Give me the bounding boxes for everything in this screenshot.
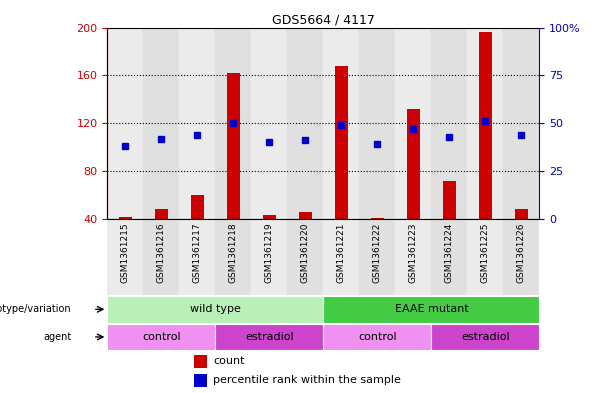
Bar bbox=[443, 181, 455, 219]
Bar bbox=[324, 28, 359, 219]
Bar bbox=[215, 324, 324, 350]
Bar bbox=[503, 219, 539, 296]
Bar bbox=[468, 28, 503, 219]
Text: percentile rank within the sample: percentile rank within the sample bbox=[213, 375, 401, 385]
Bar bbox=[395, 28, 432, 219]
Bar bbox=[395, 219, 432, 296]
Bar bbox=[324, 296, 539, 323]
Bar bbox=[432, 28, 467, 219]
Text: GSM1361218: GSM1361218 bbox=[229, 223, 238, 283]
Bar bbox=[143, 219, 180, 296]
Text: GSM1361221: GSM1361221 bbox=[337, 223, 346, 283]
Bar bbox=[503, 28, 539, 219]
Bar bbox=[119, 217, 132, 219]
Text: estradiol: estradiol bbox=[461, 332, 510, 342]
Bar bbox=[359, 219, 395, 296]
Text: genotype/variation: genotype/variation bbox=[0, 304, 71, 314]
Bar bbox=[194, 374, 207, 387]
Text: count: count bbox=[213, 356, 245, 366]
Bar bbox=[215, 219, 251, 296]
Bar bbox=[515, 209, 528, 219]
Bar bbox=[107, 219, 143, 296]
Text: GSM1361223: GSM1361223 bbox=[409, 223, 418, 283]
Bar bbox=[179, 219, 215, 296]
Bar bbox=[468, 219, 503, 296]
Text: GSM1361220: GSM1361220 bbox=[301, 223, 310, 283]
Text: GSM1361225: GSM1361225 bbox=[481, 223, 490, 283]
Bar bbox=[407, 109, 420, 219]
Bar bbox=[287, 219, 324, 296]
Bar bbox=[215, 28, 251, 219]
Bar bbox=[227, 73, 240, 219]
Text: EAAE mutant: EAAE mutant bbox=[395, 304, 468, 314]
Title: GDS5664 / 4117: GDS5664 / 4117 bbox=[272, 13, 375, 26]
Bar bbox=[359, 28, 395, 219]
Bar bbox=[143, 28, 180, 219]
Bar bbox=[287, 28, 324, 219]
Text: GSM1361224: GSM1361224 bbox=[445, 223, 454, 283]
Bar bbox=[194, 354, 207, 368]
Text: control: control bbox=[142, 332, 181, 342]
Text: GSM1361226: GSM1361226 bbox=[517, 223, 526, 283]
Bar bbox=[324, 324, 432, 350]
Bar bbox=[299, 212, 311, 219]
Bar bbox=[479, 32, 492, 219]
Text: control: control bbox=[358, 332, 397, 342]
Bar bbox=[432, 324, 539, 350]
Bar bbox=[324, 219, 359, 296]
Bar bbox=[191, 195, 204, 219]
Bar bbox=[251, 219, 287, 296]
Bar bbox=[179, 28, 215, 219]
Text: GSM1361215: GSM1361215 bbox=[121, 223, 130, 283]
Bar bbox=[251, 28, 287, 219]
Bar bbox=[263, 215, 276, 219]
Text: wild type: wild type bbox=[190, 304, 241, 314]
Text: agent: agent bbox=[43, 332, 71, 342]
Text: estradiol: estradiol bbox=[245, 332, 294, 342]
Text: GSM1361219: GSM1361219 bbox=[265, 223, 274, 283]
Bar bbox=[335, 66, 348, 219]
Text: GSM1361216: GSM1361216 bbox=[157, 223, 166, 283]
Bar bbox=[107, 296, 324, 323]
Text: GSM1361222: GSM1361222 bbox=[373, 223, 382, 283]
Bar bbox=[107, 28, 143, 219]
Text: GSM1361217: GSM1361217 bbox=[193, 223, 202, 283]
Bar bbox=[432, 219, 467, 296]
Bar bbox=[107, 324, 215, 350]
Bar bbox=[155, 209, 167, 219]
Bar bbox=[371, 218, 384, 219]
